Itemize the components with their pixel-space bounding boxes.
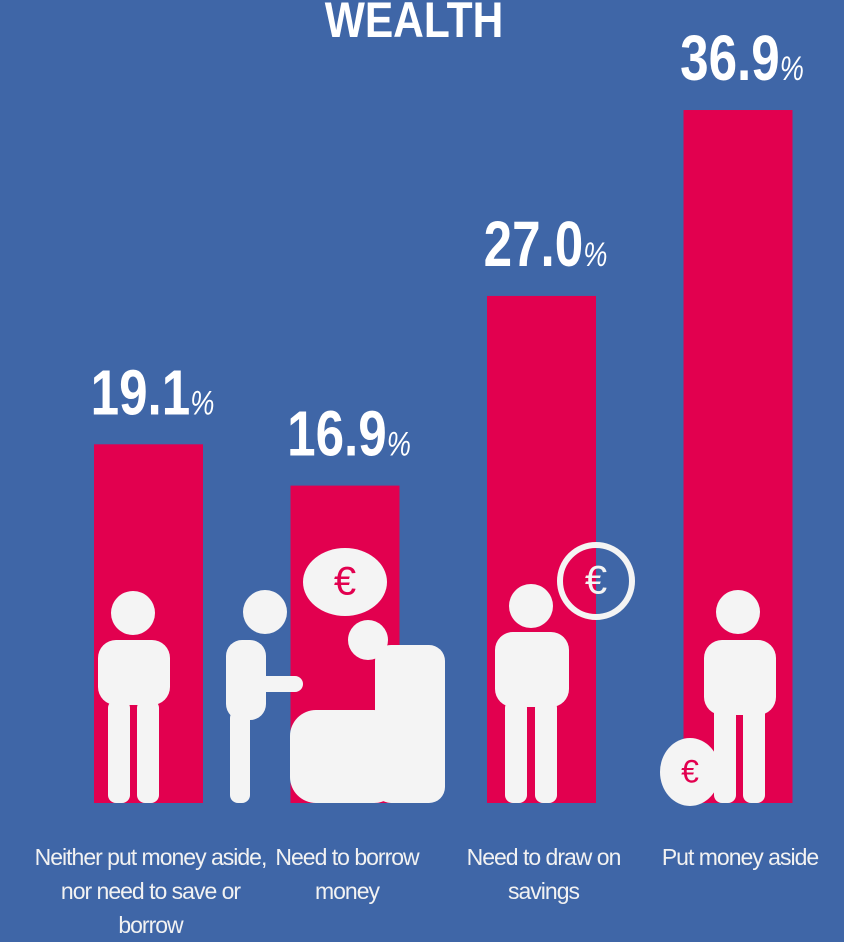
category-label: Need to borrow money [275, 844, 419, 904]
category-label: Neither put money aside, nor need to sav… [34, 844, 268, 938]
icons: € € € [98, 542, 776, 806]
svg-text:€: € [334, 560, 356, 604]
category-label: Put money aside [661, 844, 819, 870]
value-label: 27.0% [484, 210, 608, 281]
svg-text:€: € [681, 753, 699, 789]
value-label: 36.9% [680, 24, 804, 95]
category-label: Need to draw on savings [466, 844, 622, 904]
chart-title: WEALTH [325, 0, 504, 48]
svg-text:€: € [585, 559, 607, 603]
value-label: 16.9% [287, 399, 411, 470]
value-label: 19.1% [91, 358, 215, 429]
